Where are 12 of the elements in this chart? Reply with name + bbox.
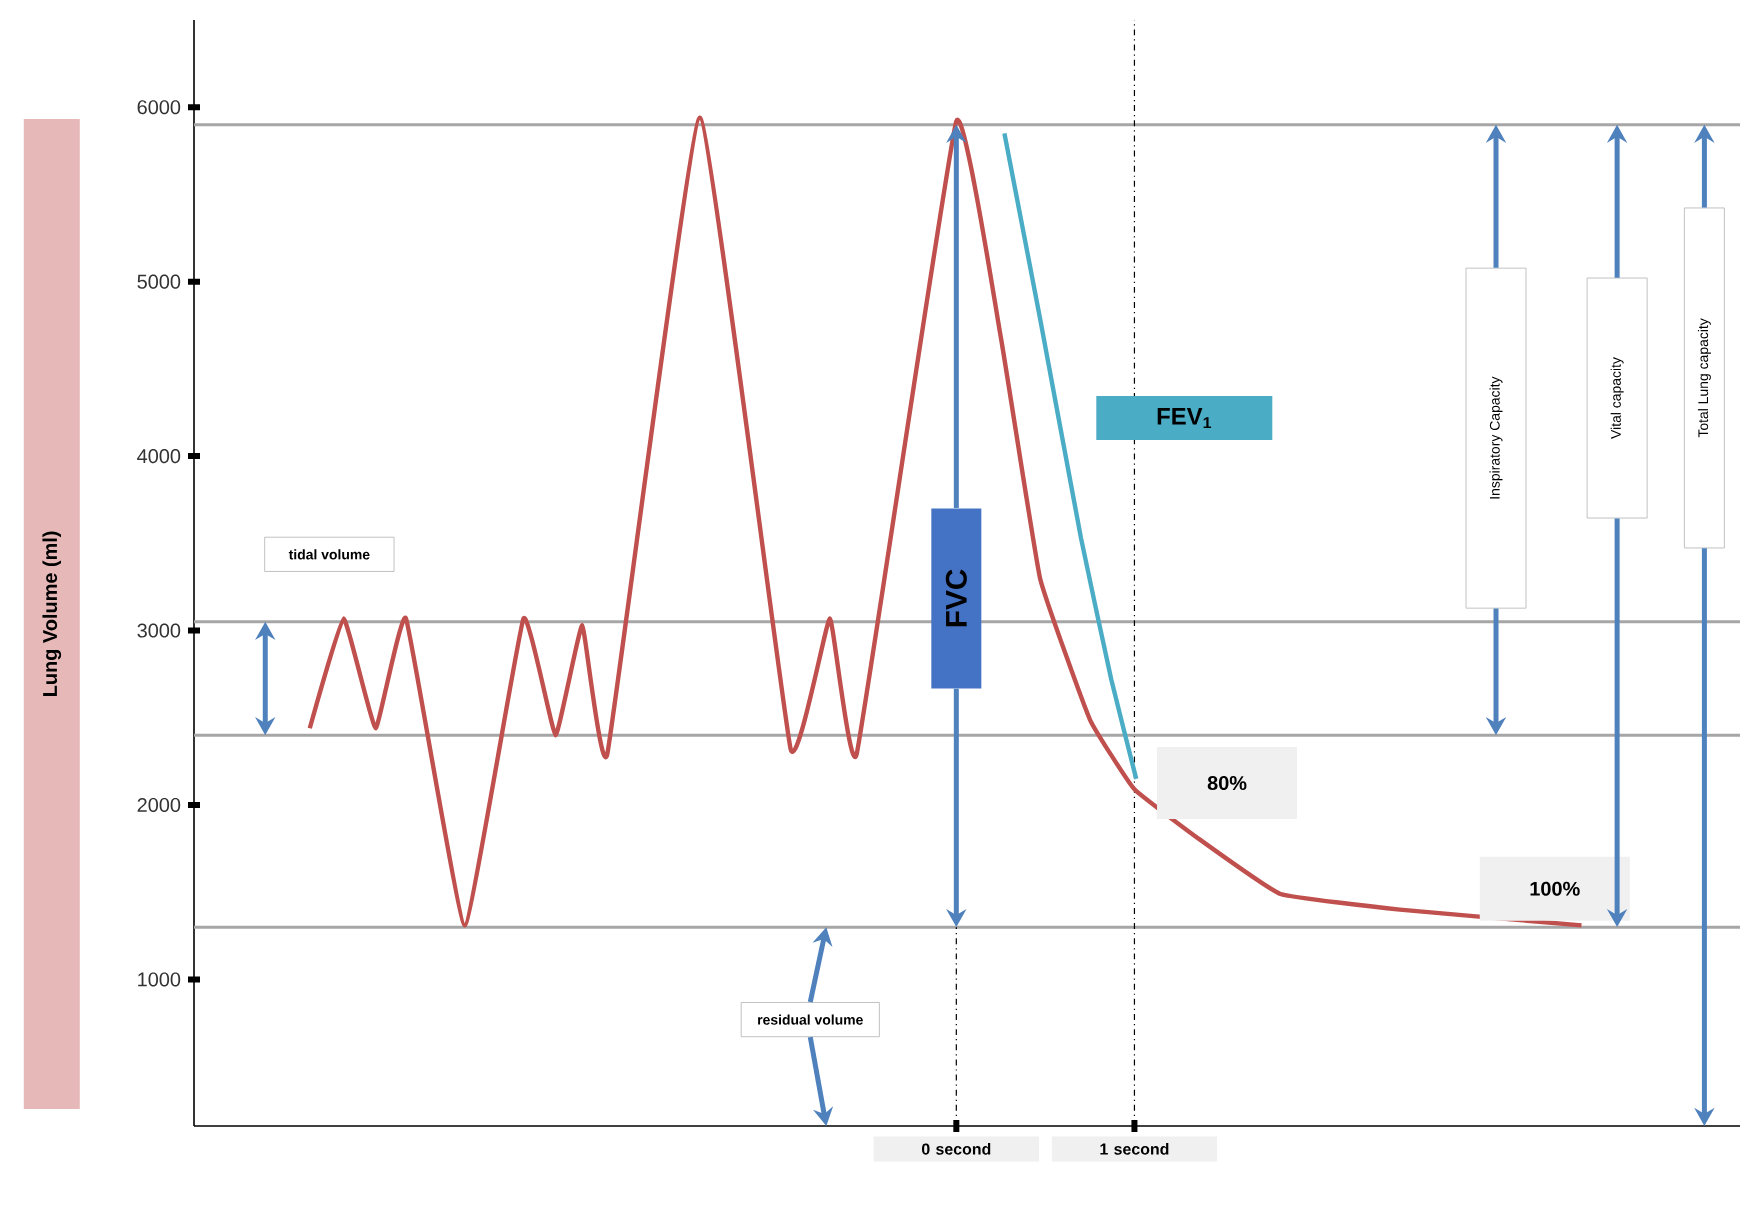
y-tick-label: 4000 [137,449,181,464]
y-tick-label: 5000 [137,274,181,289]
y-tick-label: 6000 [137,100,181,115]
annotation: 100% [1530,881,1580,896]
annotation: FVC [945,569,967,627]
y-tick-label: 3000 [137,623,181,638]
line-series [1002,131,1139,782]
annotation: 80% [1207,775,1247,791]
y-tick-label: 1000 [138,972,181,987]
y-axis-title: Lung Volume (ml) [42,531,62,696]
y-tick-label: 2000 [137,797,181,813]
annotation: FEV$_{1}$ [1157,408,1212,429]
